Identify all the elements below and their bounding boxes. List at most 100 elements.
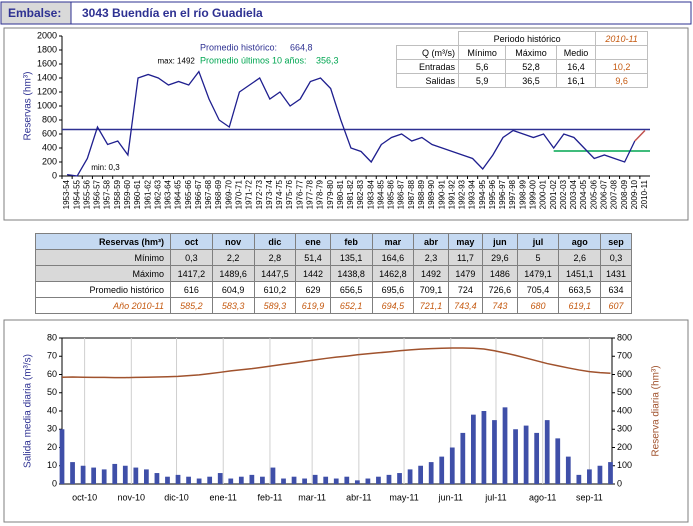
y-tick-label: 50	[47, 387, 57, 397]
x-tick-label: 1973-74	[265, 179, 274, 209]
x-tick-label: feb-11	[258, 492, 283, 502]
bar	[565, 456, 571, 484]
y-tick-label: 1600	[37, 58, 57, 68]
bar	[80, 465, 86, 484]
bar	[260, 476, 265, 484]
bar	[217, 473, 223, 484]
x-tick-label: 1992-93	[458, 179, 467, 209]
table-cell: 1486	[482, 265, 518, 282]
bar	[323, 476, 329, 484]
bar	[449, 447, 455, 484]
table-cell: oct	[170, 233, 213, 250]
x-tick-label: mar-11	[298, 492, 326, 502]
x-tick-label: 1998-99	[518, 179, 527, 209]
inset-row: Salidas 5,9 36,5 16,1 9,6	[395, 73, 648, 88]
x-tick-label: 1953-54	[62, 179, 71, 209]
table-cell: sep	[600, 233, 632, 250]
bar	[238, 476, 244, 484]
table-cell: 680	[516, 297, 560, 314]
bar	[439, 456, 445, 484]
bar	[312, 474, 318, 484]
table-cell: Mínimo	[458, 45, 507, 60]
table-cell: 2,8	[253, 249, 297, 266]
table-cell	[397, 32, 459, 46]
y-tick-label: 1000	[37, 100, 57, 110]
x-tick-label: 2006-07	[599, 179, 608, 209]
table-cell: Promedio histórico	[35, 281, 171, 298]
table-cell: 604,9	[211, 281, 255, 298]
bar	[333, 478, 339, 484]
table-cell: 634	[600, 281, 632, 298]
bar	[397, 473, 402, 484]
table-cell: 709,1	[413, 281, 449, 298]
bar	[418, 465, 424, 484]
x-tick-label: sep-11	[576, 492, 603, 502]
x-tick-label: 1981-82	[346, 179, 355, 209]
table-cell: 724	[447, 281, 484, 298]
table-cell: abr	[413, 233, 449, 250]
x-tick-label: 1958-59	[113, 179, 122, 209]
table-cell: 2,6	[558, 249, 602, 266]
table-cell: nov	[211, 233, 255, 250]
bar	[513, 429, 518, 484]
table-cell: 2,2	[211, 249, 255, 266]
x-tick-label: 1979-80	[326, 179, 335, 209]
table-row: Mínimo 0,3 2,2 2,8 51,4 135,1 164,6 2,3 11,7 29,6…	[35, 249, 632, 266]
y2-tick-label: 300	[617, 424, 632, 434]
table-cell: 10,2	[595, 59, 648, 74]
x-tick-label: 1961-62	[143, 179, 152, 209]
inset-table: Periodo histórico 2010-11 Q (m³/s) Mínimo Má…	[395, 31, 648, 88]
table-cell: 616	[170, 281, 213, 298]
x-tick-label: 2001-02	[549, 179, 558, 209]
y2-tick-label: 600	[617, 369, 632, 379]
x-tick-label: 1997-98	[508, 179, 517, 209]
table-cell: 16,1	[555, 73, 597, 88]
reference-label: Promedio histórico:	[200, 42, 277, 52]
table-cell: 1479,1	[516, 265, 560, 282]
bar	[154, 473, 160, 484]
x-tick-label: 1967-68	[204, 179, 213, 209]
bar	[608, 462, 613, 484]
x-tick-label: 1990-91	[437, 179, 446, 209]
table-cell: may	[447, 233, 484, 250]
table-cell: 2010-11	[595, 31, 648, 46]
x-tick-label: 2004-05	[579, 179, 588, 209]
table-cell: 164,6	[371, 249, 415, 266]
table-cell: 589,3	[253, 297, 297, 314]
table-cell: jul	[516, 233, 560, 250]
table-cell: 619,9	[295, 297, 331, 314]
table-cell: 705,4	[516, 281, 560, 298]
reserve-line	[66, 70, 636, 177]
table-cell: Entradas	[395, 59, 460, 74]
y-tick-label: 30	[47, 424, 57, 434]
x-tick-label: 1991-92	[447, 179, 456, 209]
table-cell: 1438,8	[329, 265, 373, 282]
table-cell: jun	[482, 233, 518, 250]
x-tick-label: 1956-57	[93, 179, 102, 209]
table-cell: Máximo	[505, 45, 557, 60]
table-cell: Mínimo	[35, 249, 171, 266]
x-tick-label: 1957-58	[103, 179, 112, 209]
y-tick-label: 200	[42, 156, 57, 166]
x-tick-label: abr-11	[346, 492, 371, 502]
table-cell: dic	[253, 233, 297, 250]
x-tick-label: 1977-78	[305, 179, 314, 209]
x-tick-label: 1968-69	[214, 179, 223, 209]
bar	[228, 478, 234, 484]
table-cell: Reservas (hm³)	[35, 233, 171, 250]
inset-header-row: Q (m³/s) Mínimo Máximo Medio	[395, 45, 648, 60]
table-cell: 652,1	[329, 297, 373, 314]
y2-tick-label: 500	[617, 387, 632, 397]
table-row: Promedio histórico 616 604,9 610,2 629 656,5 6…	[35, 281, 632, 298]
reference-label: Promedio últimos 10 años:	[200, 55, 307, 65]
bar	[344, 476, 350, 484]
y2-tick-label: 700	[617, 351, 632, 361]
current-year-line	[634, 129, 646, 142]
bar	[249, 474, 255, 484]
reference-value: 664,8	[290, 42, 313, 52]
table-cell: 743	[482, 297, 518, 314]
min-annotation: min: 0,3	[91, 163, 120, 172]
table-cell: 1479	[447, 265, 484, 282]
bar	[376, 476, 381, 484]
y-tick-label: 0	[52, 478, 57, 488]
